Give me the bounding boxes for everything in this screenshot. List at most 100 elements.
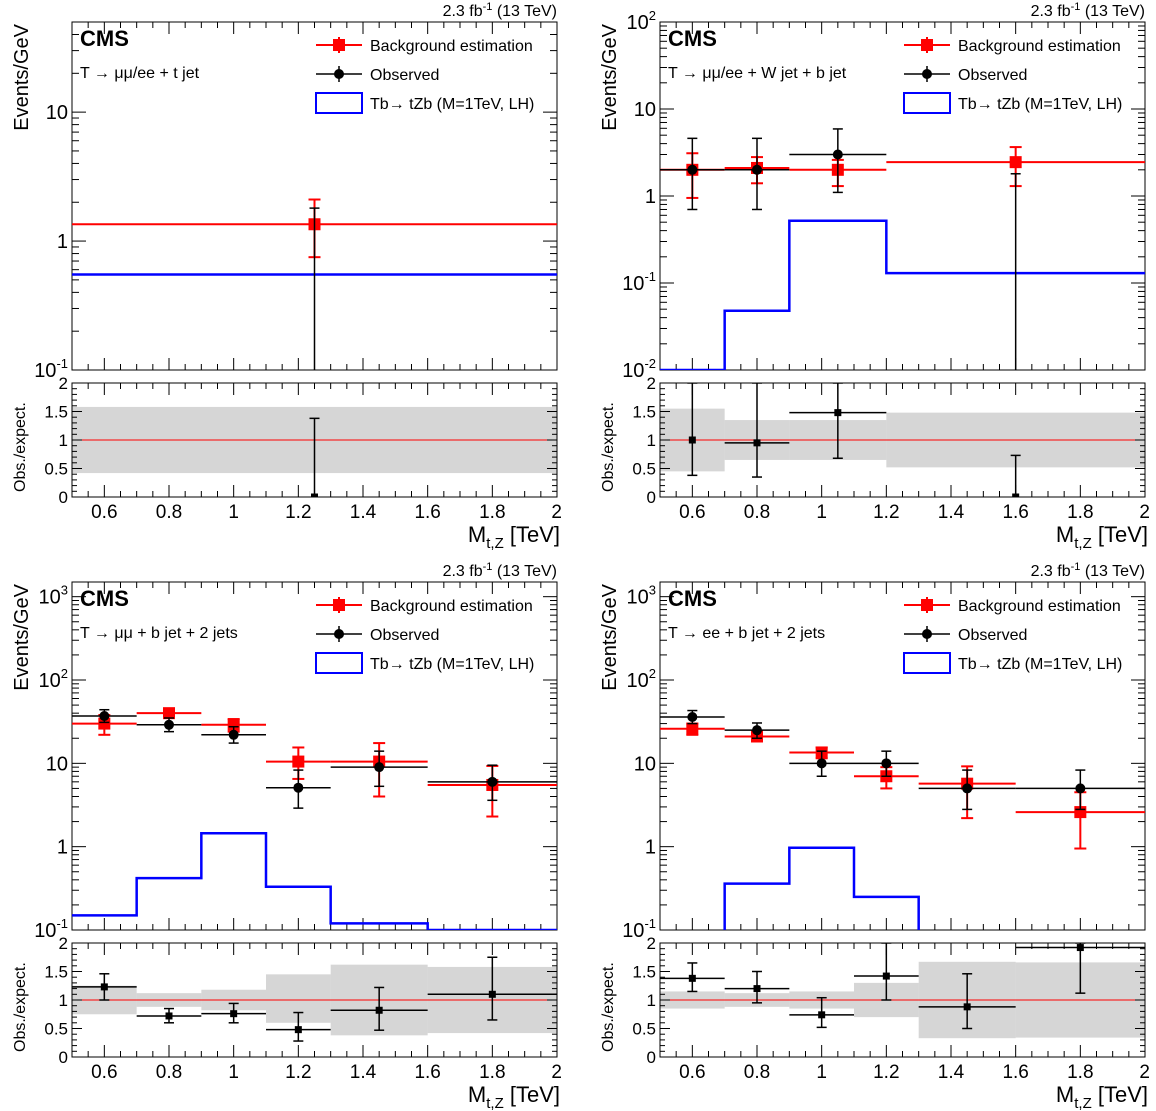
y-tick-label: 1 — [645, 837, 656, 859]
x-tick-label: 1.2 — [285, 502, 311, 523]
x-tick-label: 2 — [551, 1062, 562, 1083]
y-tick-base: 10 — [46, 102, 68, 124]
legend-background-label: Background estimation — [958, 598, 1121, 615]
channel-title: T → μμ/ee + W jet + b jet — [668, 65, 847, 82]
main-plot-area — [660, 128, 1145, 370]
x-axis-title-main: M — [468, 1082, 486, 1107]
x-tick-label: 1.4 — [938, 502, 965, 523]
ratio-y-axis-title: Obs./expect. — [600, 962, 617, 1052]
y-tick-exponent: 2 — [649, 8, 656, 23]
channel-title: T → μμ/ee + t jet — [80, 65, 200, 82]
x-axis-title-unit: [TeV] — [504, 1082, 560, 1107]
lumi-value: 2.3 fb — [1031, 563, 1071, 580]
ratio-marker — [753, 439, 761, 447]
x-tick-label: 1 — [816, 1062, 827, 1083]
ratio-plot-area — [72, 406, 557, 497]
ratio-marker — [882, 972, 890, 980]
background-marker — [227, 718, 240, 731]
ratio-y-tick-label: 1.5 — [632, 963, 656, 982]
lumi-value: 2.3 fb — [443, 563, 483, 580]
x-axis-title: Mt,Z [TeV] — [468, 522, 560, 552]
x-tick-label: 0.8 — [744, 502, 770, 523]
observed-marker — [816, 758, 827, 769]
y-tick-base: 10 — [622, 360, 644, 382]
legend-signal-box — [315, 92, 363, 114]
x-axis-title-unit: [TeV] — [1092, 1082, 1148, 1107]
x-tick-label: 0.6 — [679, 1062, 705, 1083]
lumi-exponent: -1 — [1071, 561, 1081, 573]
signal-histogram — [660, 219, 1145, 370]
background-marker — [686, 722, 699, 735]
ratio-marker — [375, 1006, 383, 1014]
legend-observed-label: Observed — [370, 67, 439, 84]
lumi-label: 2.3 fb-1 (13 TeV) — [1031, 561, 1145, 580]
x-tick-label: 0.6 — [679, 502, 705, 523]
y-tick-label: 10 — [634, 753, 656, 775]
x-axis-title: Mt,Z [TeV] — [1056, 1082, 1148, 1111]
y-tick-base: 10 — [34, 360, 56, 382]
y-tick-base: 1 — [645, 837, 656, 859]
x-tick-label: 1.2 — [285, 1062, 311, 1083]
ratio-marker — [100, 983, 108, 991]
y-tick-base: 10 — [627, 12, 649, 34]
x-tick-label: 1 — [816, 502, 827, 523]
x-tick-label: 1.8 — [1067, 502, 1093, 523]
legend: Background estimation Observed Tb→ tZb (M=… — [315, 597, 534, 674]
chart-panel-3: 2.3 fb-1 (13 TeV)10-1110102103Events/GeV… — [11, 561, 562, 1111]
legend-background-marker — [333, 39, 345, 51]
y-tick-base: 10 — [627, 587, 649, 609]
x-tick-label: 1.8 — [479, 502, 505, 523]
y-tick-label: 102 — [627, 666, 656, 692]
lumi-exponent: -1 — [483, 1, 493, 13]
y-tick-label: 103 — [39, 583, 68, 609]
x-tick-label: 0.6 — [91, 502, 117, 523]
lumi-value: 2.3 fb — [443, 3, 483, 20]
cms-label: CMS — [80, 26, 129, 51]
y-tick-exponent: 3 — [649, 583, 656, 598]
y-tick-label: 10 — [634, 99, 656, 121]
x-tick-label: 0.8 — [156, 1062, 182, 1083]
x-axis-title-sub: t,Z — [486, 535, 504, 552]
ratio-marker — [165, 1012, 173, 1020]
y-tick-label: 1 — [645, 186, 656, 208]
x-tick-label: 0.8 — [744, 1062, 770, 1083]
y-tick-exponent: 3 — [61, 583, 68, 598]
y-tick-base: 1 — [57, 837, 68, 859]
y-axis-title: Events/GeV — [599, 23, 621, 130]
legend-observed-marker — [922, 629, 932, 639]
y-tick-exponent: 2 — [61, 666, 68, 681]
y-tick-base: 1 — [57, 231, 68, 253]
ratio-y-tick-label: 1 — [59, 431, 68, 450]
ratio-y-tick-label: 1 — [647, 431, 656, 450]
x-axis-title-unit: [TeV] — [1092, 522, 1148, 547]
x-tick-label: 1.2 — [873, 1062, 899, 1083]
x-tick-label: 1 — [228, 502, 239, 523]
ratio-marker — [834, 409, 842, 417]
legend-signal-label: Tb→ tZb (M=1TeV, LH) — [370, 656, 534, 673]
main-plot-area — [660, 709, 1145, 930]
x-tick-label: 2 — [1139, 502, 1150, 523]
channel-title: T → μμ + b jet + 2 jets — [80, 625, 238, 642]
ratio-marker — [688, 974, 696, 982]
legend-signal-box — [903, 92, 951, 114]
observed-marker — [164, 719, 174, 730]
signal-histogram — [72, 831, 557, 930]
observed-marker — [293, 782, 304, 793]
y-tick-base: 10 — [634, 99, 656, 121]
legend-background-label: Background estimation — [370, 38, 533, 55]
legend-observed-marker — [334, 629, 344, 639]
legend-signal-label: Tb→ tZb (M=1TeV, LH) — [370, 96, 534, 113]
ratio-marker — [753, 985, 761, 993]
x-tick-label: 1.2 — [873, 502, 899, 523]
ratio-marker — [488, 990, 496, 998]
ratio-y-tick-label: 1.5 — [632, 403, 656, 422]
x-tick-label: 2 — [1139, 1062, 1150, 1083]
x-tick-label: 1.6 — [414, 1062, 440, 1083]
legend-observed-label: Observed — [958, 67, 1027, 84]
x-axis-title: Mt,Z [TeV] — [468, 1082, 560, 1111]
observed-marker — [687, 711, 698, 722]
background-marker — [292, 755, 305, 768]
y-tick-label: 10-1 — [622, 269, 656, 295]
y-tick-base: 10 — [34, 920, 56, 942]
y-tick-exponent: 2 — [649, 666, 656, 681]
